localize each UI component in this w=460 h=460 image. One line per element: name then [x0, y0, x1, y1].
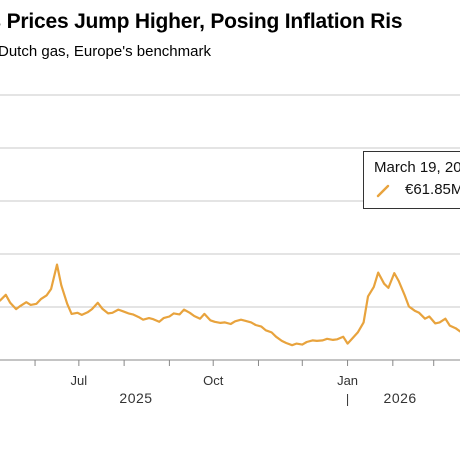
x-tick-label: Oct — [203, 373, 224, 388]
hover-tooltip: March 19, 20 €61.85M — [363, 151, 460, 209]
year-label: 2026 — [384, 390, 417, 406]
x-tick-label: Jan — [337, 373, 358, 388]
tooltip-series-swatch-icon — [376, 184, 390, 198]
tooltip-value: €61.85M — [405, 181, 460, 198]
x-tick-label: Jul — [71, 373, 88, 388]
x-axis: Jul Oct Jan 2025 2026 — [0, 359, 460, 406]
tooltip-date: March 19, 20 — [374, 159, 460, 176]
year-label: 2025 — [119, 390, 152, 406]
chart-subtitle: Dutch gas, Europe's benchmark — [0, 43, 211, 60]
chart-title: as Prices Jump Higher, Posing Inflation … — [0, 10, 403, 33]
series-line[interactable] — [0, 263, 460, 347]
